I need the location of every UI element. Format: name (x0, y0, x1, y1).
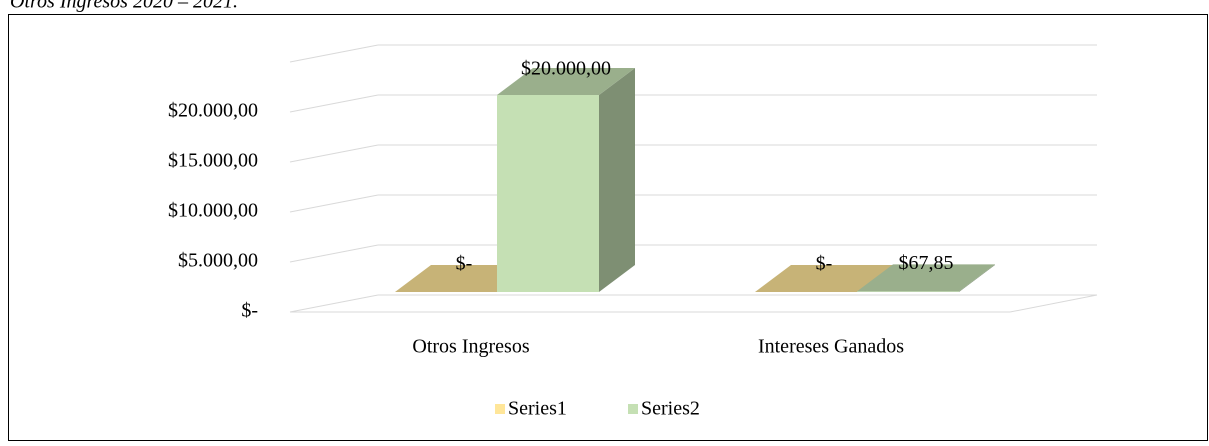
grid-line (289, 294, 379, 313)
grid-line (289, 194, 379, 213)
bar-front (857, 291, 959, 292)
x-tick-label: Intereses Ganados (758, 336, 904, 358)
legend-label: Series2 (641, 398, 700, 420)
legend-label: Series1 (508, 398, 567, 420)
x-tick-label: Otros Ingresos (412, 336, 529, 358)
y-tick-label: $20.000,00 (168, 100, 258, 122)
floor-line (1009, 294, 1098, 313)
data-label: $- (816, 253, 833, 275)
bar-side (599, 68, 635, 292)
grid-line (289, 44, 379, 63)
data-label: $20.000,00 (521, 58, 611, 80)
y-tick-label: $15.000,00 (168, 150, 258, 172)
bar-side (959, 264, 995, 292)
y-tick-label: $- (241, 300, 258, 322)
grid-line (289, 244, 379, 263)
y-tick-label: $10.000,00 (168, 200, 258, 222)
y-tick-label: $5.000,00 (178, 250, 258, 272)
chart-title: Otros Ingresos 2020 – 2021. (10, 0, 238, 13)
data-label: $- (456, 253, 473, 275)
bar-top (857, 264, 995, 292)
legend-swatch (495, 404, 505, 414)
bar-front (497, 95, 599, 292)
grid-line (289, 144, 379, 163)
bar-top (497, 68, 635, 95)
legend-swatch (628, 404, 638, 414)
bar-top (755, 265, 893, 292)
grid-line (289, 94, 379, 113)
data-label: $67,85 (899, 252, 954, 274)
